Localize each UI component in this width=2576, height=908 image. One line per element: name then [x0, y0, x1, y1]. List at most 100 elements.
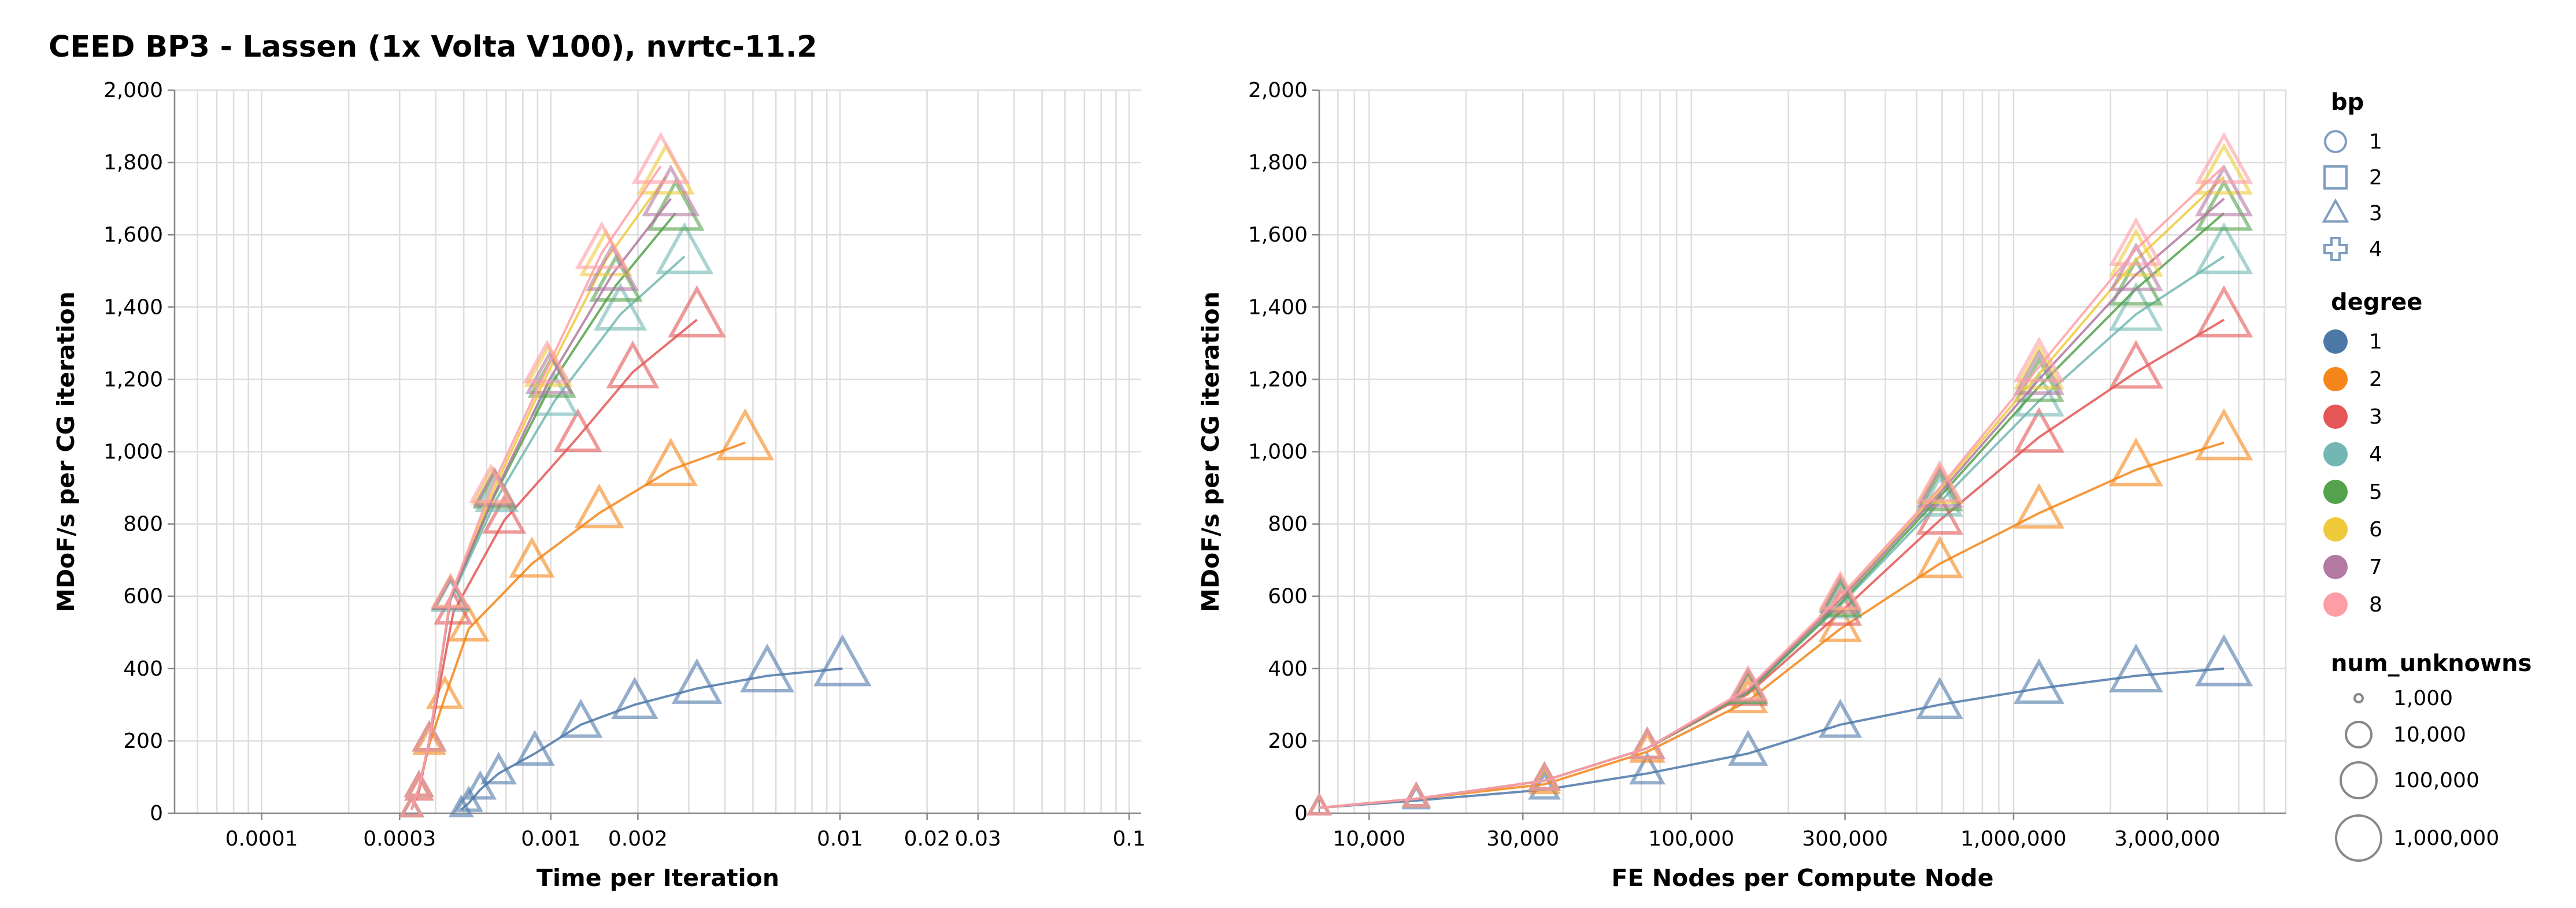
- y-tick-label: 1,400: [103, 295, 163, 319]
- x-tick-label: 30,000: [1486, 827, 1559, 851]
- y-tick-label: 1,200: [103, 368, 163, 391]
- data-point-triangle: [509, 536, 555, 578]
- gridlines: [173, 89, 1141, 814]
- series-line: [1319, 165, 2225, 809]
- data-point-triangle: [2014, 658, 2065, 704]
- legend-bp-label: 3: [2369, 202, 2382, 225]
- data-point-triangle: [1528, 761, 1561, 791]
- x-axis-title: Time per Iteration: [536, 864, 779, 892]
- data-point-triangle: [2014, 336, 2065, 383]
- data-point-triangle: [1728, 729, 1768, 766]
- data-point-triangle: [412, 720, 447, 752]
- legend-degree-label: 8: [2369, 593, 2382, 617]
- series-degree-2: [398, 408, 775, 818]
- legend-degree-swatch: [2323, 480, 2348, 504]
- y-tick-label: 400: [1268, 657, 1308, 681]
- legend-num-unknowns-title: num_unknowns: [2331, 650, 2531, 677]
- legend-degree-label: 3: [2369, 405, 2382, 429]
- series-degree-8: [1306, 131, 2253, 816]
- data-point-triangle: [631, 131, 690, 184]
- legend-size-symbol: [2345, 721, 2373, 748]
- y-tick-label: 200: [1268, 729, 1308, 753]
- series-degree-5: [398, 179, 705, 818]
- x-tick-label: 0.0003: [363, 827, 436, 851]
- data-point-triangle: [2108, 257, 2163, 306]
- x-tick-label: 300,000: [1802, 827, 1888, 851]
- series-degree-4: [1306, 222, 2253, 816]
- legend-square-symbol: [2323, 165, 2348, 190]
- data-point-triangle: [1818, 698, 1863, 738]
- series-line: [1319, 318, 2225, 809]
- legend-degree-swatch: [2323, 329, 2348, 354]
- legend-degree-label: 5: [2369, 480, 2382, 504]
- legend-cross-symbol: [2323, 237, 2348, 261]
- legend-degree-label: 7: [2369, 555, 2382, 579]
- y-tick-label: 1,000: [1248, 440, 1308, 464]
- x-tick-label: 0.002: [608, 827, 668, 851]
- series-line: [1319, 198, 2225, 809]
- y-tick-label: 0: [150, 802, 163, 825]
- legend-size-label: 100,000: [2393, 769, 2479, 792]
- x-tick-label: 0.01: [817, 827, 863, 851]
- series-degree-1: [448, 634, 872, 818]
- data-point-triangle: [2194, 179, 2253, 231]
- series-line: [410, 442, 746, 810]
- series-line: [1319, 255, 2225, 809]
- x-tick-label: 3,000,000: [2114, 827, 2220, 851]
- data-point-triangle: [813, 634, 872, 687]
- data-point-triangle: [448, 794, 474, 818]
- legend-size-symbol: [2335, 814, 2382, 862]
- x-tick-label: 1,000,000: [1960, 827, 2066, 851]
- x-tick-label: 0.03: [955, 827, 1001, 851]
- y-tick-label: 800: [1268, 513, 1308, 536]
- series-line: [410, 255, 686, 810]
- x-tick-label: 100,000: [1648, 827, 1734, 851]
- y-tick-label: 800: [123, 513, 163, 536]
- left-chart-panel: 0 200 400 600 800 1,000 1,200 1,400 1,600 1,800 2,…: [52, 79, 1146, 892]
- data-point-triangle: [2194, 222, 2253, 275]
- data-point-triangle: [716, 408, 775, 461]
- series-degree-1: [1306, 634, 2253, 816]
- data-point-triangle: [740, 643, 795, 692]
- data-point-triangle: [2108, 339, 2163, 389]
- y-tick-label: 200: [123, 729, 163, 753]
- legend-triangle-symbol: [2322, 198, 2349, 223]
- y-tick-label: 2,000: [1248, 79, 1308, 102]
- y-axis-title: MDoF/s per CG iteration: [52, 291, 80, 612]
- data-point-triangle: [1306, 792, 1333, 816]
- legend-size-symbol: [2340, 761, 2378, 799]
- legend-size-symbol: [2353, 693, 2364, 703]
- data-point-triangle: [525, 350, 574, 395]
- data-point-triangle: [1916, 535, 1964, 579]
- data-point-triangle: [1916, 474, 1964, 517]
- series-degree-5: [1306, 179, 2253, 816]
- legend-degree-swatch: [2323, 442, 2348, 466]
- y-tick-label: 2,000: [103, 79, 163, 102]
- y-tick-label: 600: [123, 585, 163, 609]
- legend-degree-label: 2: [2369, 368, 2382, 391]
- data-point-triangle: [668, 285, 726, 338]
- data-point-triangle: [468, 463, 513, 503]
- data-point-triangle: [1916, 465, 1964, 508]
- data-point-triangle: [404, 770, 434, 798]
- data-point-triangle: [1528, 765, 1561, 795]
- legend-degree-swatch: [2323, 367, 2348, 391]
- data-point-triangle: [2194, 164, 2253, 217]
- legend-degree-title: degree: [2331, 289, 2422, 316]
- y-axis-title: MDoF/s per CG iteration: [1197, 291, 1224, 612]
- data-point-triangle: [642, 164, 700, 217]
- data-point-triangle: [515, 729, 555, 766]
- series-line: [410, 212, 677, 810]
- data-point-triangle: [656, 222, 714, 275]
- gridlines: [1318, 89, 2287, 814]
- data-point-triangle: [398, 794, 425, 818]
- data-point-triangle: [464, 770, 497, 800]
- data-point-triangle: [1728, 665, 1768, 701]
- legend-size-label: 1,000,000: [2393, 827, 2499, 850]
- y-tick-label: 1,000: [103, 440, 163, 464]
- data-point-triangle: [646, 179, 705, 231]
- right-chart-panel: 0 200 400 600 800 1,000 1,200 1,400 1,600 1,800 2,…: [1197, 79, 2287, 892]
- chart-title: CEED BP3 - Lassen (1x Volta V100), nvrtc…: [49, 30, 817, 64]
